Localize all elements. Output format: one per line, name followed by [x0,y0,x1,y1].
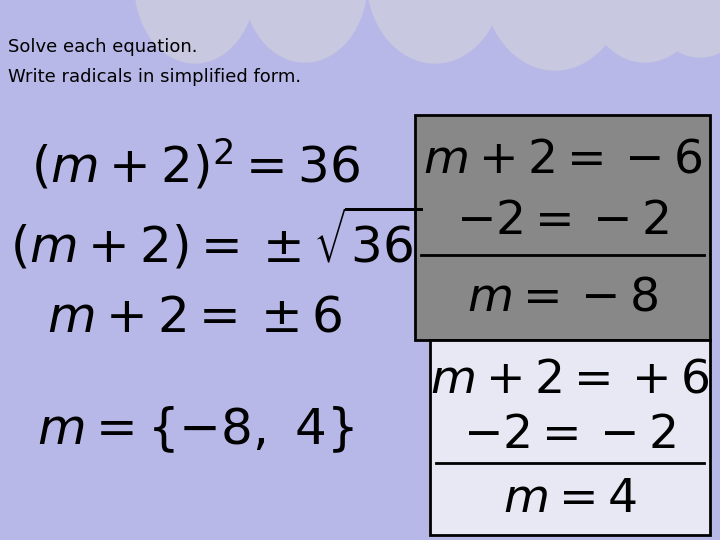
Ellipse shape [483,0,627,70]
Text: Write radicals in simplified form.: Write radicals in simplified form. [8,68,301,86]
Bar [430,340,710,535]
Text: $(m + 2) = \pm\sqrt{36}$: $(m + 2) = \pm\sqrt{36}$ [10,205,423,272]
Text: $m + 2 = -6$: $m + 2 = -6$ [423,138,702,183]
Text: $m + 2 = \pm 6$: $m + 2 = \pm 6$ [48,294,343,342]
Text: $m = \{-8,\ 4\}$: $m = \{-8,\ 4\}$ [37,404,354,455]
Text: $m = 4$: $m = 4$ [503,477,636,523]
Ellipse shape [367,0,503,63]
Text: $-2 = -2$: $-2 = -2$ [464,413,677,457]
Text: $-2 = -2$: $-2 = -2$ [456,199,669,245]
Text: $(m + 2)^{2} = 36$: $(m + 2)^{2} = 36$ [30,138,359,192]
Ellipse shape [135,0,255,63]
Bar [415,115,710,340]
Ellipse shape [645,0,720,57]
Ellipse shape [243,0,367,62]
Text: Solve each equation.: Solve each equation. [8,38,197,56]
Text: $m + 2 = +6$: $m + 2 = +6$ [431,357,709,402]
Ellipse shape [583,0,707,62]
Text: $m = -8$: $m = -8$ [467,275,658,321]
